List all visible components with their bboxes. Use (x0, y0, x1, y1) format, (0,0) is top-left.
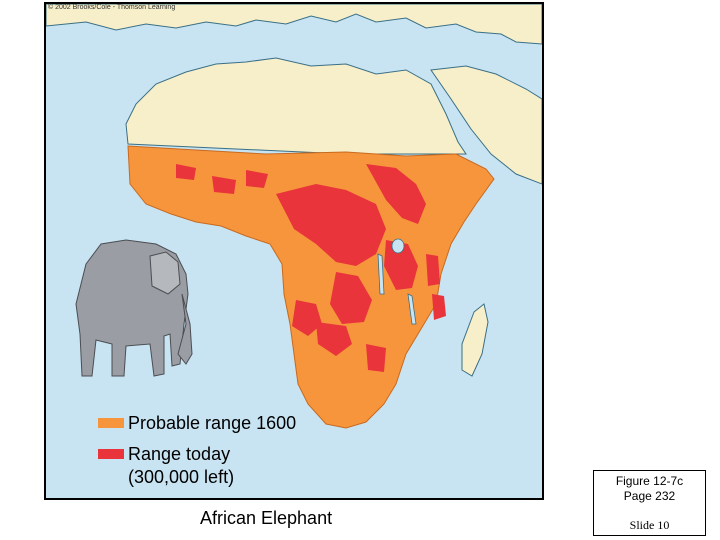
legend-label: Probable range 1600 (128, 413, 297, 433)
legend-item-range-today: Range today (300,000 left) (98, 443, 234, 489)
map-caption: African Elephant (200, 508, 333, 528)
range-today-patches (176, 164, 446, 372)
lake-tanganyika (377, 253, 385, 295)
range-patch (384, 240, 418, 290)
lake-victoria (391, 238, 405, 254)
slide-number: Slide 10 (629, 518, 670, 532)
legend-swatch (98, 449, 124, 459)
legend-swatch (98, 418, 124, 428)
figure-reference: Figure 12-7c Page 232 (615, 474, 684, 503)
range-patch (212, 176, 236, 194)
range-patch (366, 164, 426, 224)
elephant-illustration (75, 239, 193, 377)
copyright-notice: © 2002 Brooks/Cole - Thomson Learning (48, 4, 176, 11)
legend-label: Range today (300,000 left) (128, 444, 235, 487)
range-patch (366, 344, 386, 372)
range-patch (276, 184, 386, 266)
europe-landmass (46, 4, 542, 45)
range-patch (316, 322, 352, 356)
madagascar (461, 303, 489, 377)
legend-item-probable-range: Probable range 1600 (98, 412, 296, 435)
range-patch (246, 170, 268, 188)
range-patch (176, 164, 196, 180)
range-patch (426, 254, 440, 286)
figure-reference-box: Figure 12-7c Page 232 Slide 10 (593, 470, 706, 536)
range-patch (432, 294, 446, 320)
map-of-africa (44, 2, 544, 500)
arabia-landmass (430, 65, 542, 185)
range-patch (292, 300, 322, 336)
north-africa-landmass (125, 57, 467, 155)
range-patch (330, 272, 372, 324)
lake-malawi (407, 293, 417, 325)
